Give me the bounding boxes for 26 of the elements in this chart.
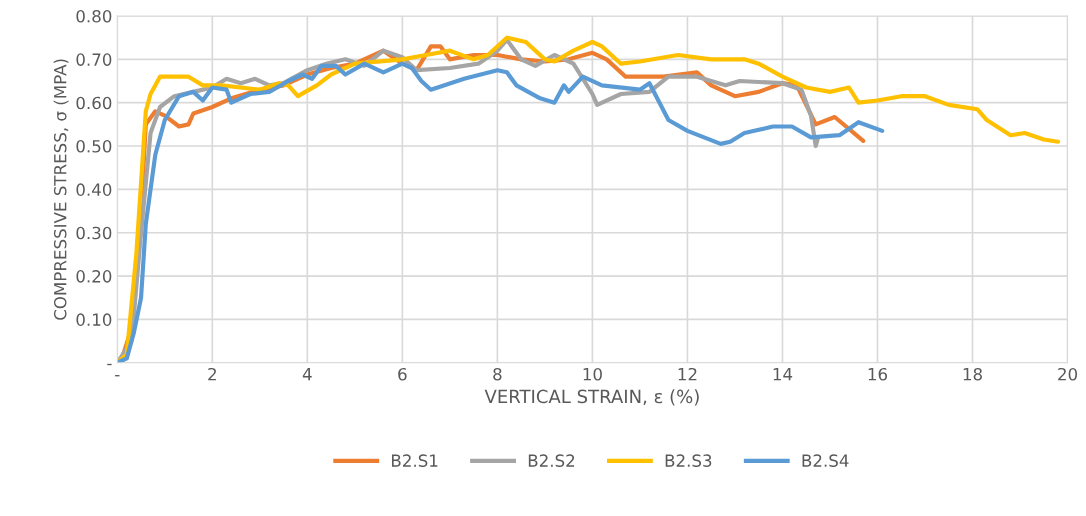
y-tick-label: 0.40 bbox=[76, 183, 112, 196]
x-tick-label: 12 bbox=[678, 367, 697, 381]
x-tick-label: 6 bbox=[398, 367, 407, 381]
x-tick-label: 20 bbox=[1058, 367, 1078, 381]
x-tick-label: 2 bbox=[208, 367, 216, 381]
y-tick-label: 0.10 bbox=[76, 313, 112, 326]
x-tick-label: 14 bbox=[773, 368, 793, 381]
y-axis-title: COMPRESSIVE STRESS, σ (MPA) bbox=[53, 59, 69, 320]
legend-label: B2.S3 bbox=[665, 454, 712, 467]
legend-label: B2.S2 bbox=[528, 454, 575, 467]
y-tick-label: - bbox=[107, 363, 112, 366]
x-tick-label: 4 bbox=[302, 368, 312, 381]
x-axis-title: VERTICAL STRAIN, ε (%) bbox=[484, 389, 699, 406]
legend-label: B2.S4 bbox=[802, 454, 849, 467]
y-tick-label: 0.60 bbox=[76, 96, 112, 110]
x-tick-label: 10 bbox=[583, 367, 602, 381]
legend-label: B2.S1 bbox=[392, 454, 438, 467]
y-tick-label: 0.30 bbox=[76, 226, 112, 240]
y-tick-label: 0.80 bbox=[76, 9, 112, 23]
x-tick-label: 16 bbox=[868, 367, 888, 381]
x-tick-label: 8 bbox=[493, 367, 502, 381]
y-tick-label: 0.70 bbox=[76, 53, 112, 66]
line-series bbox=[117, 35, 1061, 363]
y-tick-label: 0.20 bbox=[76, 270, 112, 283]
x-tick-label: 18 bbox=[963, 367, 982, 381]
y-tick-label: 0.50 bbox=[76, 139, 112, 153]
